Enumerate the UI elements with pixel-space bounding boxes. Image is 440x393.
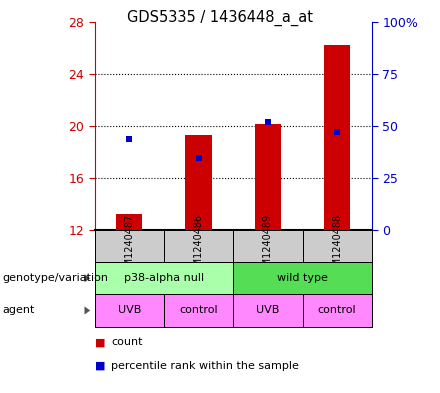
Bar xyxy=(233,294,303,327)
Bar xyxy=(185,135,212,230)
Text: control: control xyxy=(318,305,356,316)
Bar xyxy=(255,125,281,230)
Text: genotype/variation: genotype/variation xyxy=(2,273,108,283)
Text: ■: ■ xyxy=(95,361,105,371)
Text: UVB: UVB xyxy=(117,305,141,316)
Bar xyxy=(95,294,164,327)
Text: GDS5335 / 1436448_a_at: GDS5335 / 1436448_a_at xyxy=(127,10,313,26)
Text: control: control xyxy=(179,305,218,316)
Text: GSM1240487: GSM1240487 xyxy=(124,213,134,279)
Polygon shape xyxy=(84,274,90,282)
Text: GSM1240489: GSM1240489 xyxy=(263,213,273,279)
Text: UVB: UVB xyxy=(256,305,279,316)
Bar xyxy=(233,262,372,294)
Text: wild type: wild type xyxy=(277,273,328,283)
Bar xyxy=(164,294,233,327)
Text: percentile rank within the sample: percentile rank within the sample xyxy=(111,361,299,371)
Bar xyxy=(95,230,164,262)
Bar xyxy=(324,45,350,230)
Polygon shape xyxy=(84,307,90,314)
Text: p38-alpha null: p38-alpha null xyxy=(124,273,204,283)
Text: GSM1240488: GSM1240488 xyxy=(332,213,342,279)
Bar xyxy=(95,262,233,294)
Bar xyxy=(164,230,233,262)
Text: agent: agent xyxy=(2,305,35,316)
Text: GSM1240486: GSM1240486 xyxy=(194,213,204,279)
Text: ■: ■ xyxy=(95,337,105,347)
Bar xyxy=(116,214,143,230)
Bar xyxy=(233,230,303,262)
Text: count: count xyxy=(111,337,143,347)
Bar xyxy=(303,294,372,327)
Bar xyxy=(303,230,372,262)
